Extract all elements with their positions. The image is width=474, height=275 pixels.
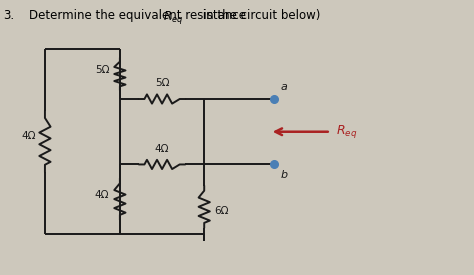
- Text: 5Ω: 5Ω: [155, 78, 169, 88]
- Text: $R_{eq}$: $R_{eq}$: [337, 123, 357, 140]
- Text: 4Ω: 4Ω: [21, 131, 36, 141]
- Text: 4Ω: 4Ω: [155, 144, 169, 154]
- Text: 3.: 3.: [3, 9, 14, 21]
- Text: Determine the equivalent resistance: Determine the equivalent resistance: [28, 9, 249, 21]
- Text: 5Ω: 5Ω: [95, 65, 109, 75]
- Text: in the circuit below): in the circuit below): [199, 9, 320, 21]
- Text: 4Ω: 4Ω: [95, 190, 109, 200]
- Text: $R_{eq}$: $R_{eq}$: [163, 9, 183, 26]
- Text: 6Ω: 6Ω: [215, 206, 229, 216]
- Text: b: b: [280, 170, 287, 180]
- Text: a: a: [280, 82, 287, 92]
